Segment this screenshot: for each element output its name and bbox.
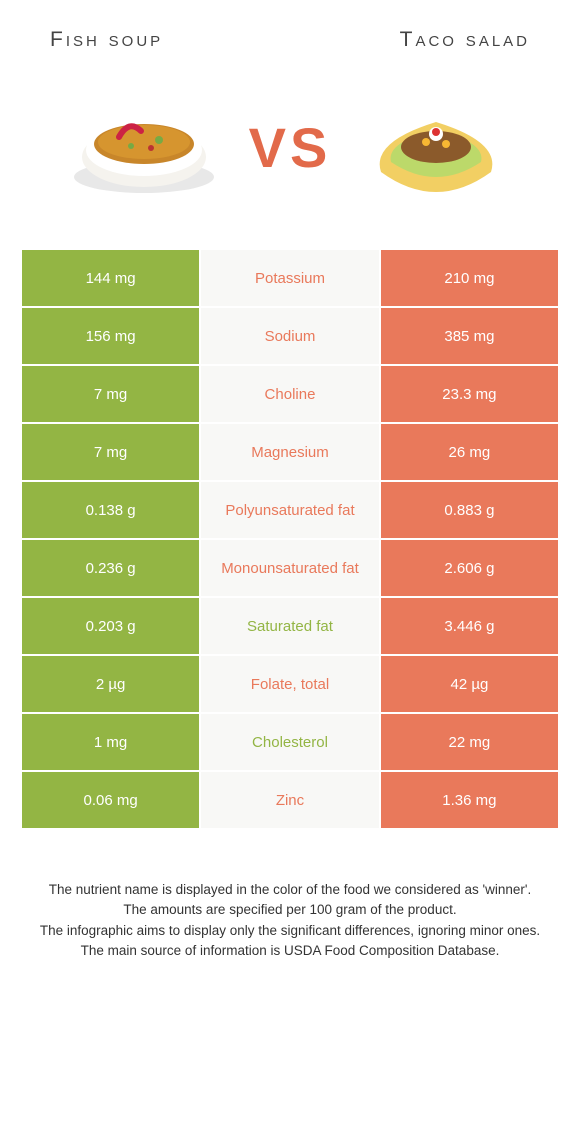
food-title-right: Taco salad <box>400 28 530 52</box>
footer-line: The nutrient name is displayed in the co… <box>30 880 550 900</box>
cell-left: 0.236 g <box>21 539 200 597</box>
cell-left: 156 mg <box>21 307 200 365</box>
food-image-right <box>351 82 521 212</box>
footer-notes: The nutrient name is displayed in the co… <box>30 880 550 961</box>
table-row: 156 mgSodium385 mg <box>21 307 559 365</box>
cell-right: 385 mg <box>380 307 559 365</box>
footer-line: The main source of information is USDA F… <box>30 941 550 961</box>
cell-right: 23.3 mg <box>380 365 559 423</box>
cell-label: Choline <box>200 365 380 423</box>
table-row: 7 mgMagnesium26 mg <box>21 423 559 481</box>
table-row: 144 mgPotassium210 mg <box>21 249 559 307</box>
cell-left: 0.138 g <box>21 481 200 539</box>
cell-label: Zinc <box>200 771 380 829</box>
cell-right: 0.883 g <box>380 481 559 539</box>
table-row: 0.236 gMonounsaturated fat2.606 g <box>21 539 559 597</box>
cell-label: Folate, total <box>200 655 380 713</box>
cell-label: Sodium <box>200 307 380 365</box>
vs-label: VS <box>249 115 332 180</box>
food-image-left <box>59 82 229 212</box>
cell-right: 3.446 g <box>380 597 559 655</box>
footer-line: The infographic aims to display only the… <box>30 921 550 941</box>
cell-left: 144 mg <box>21 249 200 307</box>
table-row: 0.138 gPolyunsaturated fat0.883 g <box>21 481 559 539</box>
cell-label: Saturated fat <box>200 597 380 655</box>
nutrient-table: 144 mgPotassium210 mg156 mgSodium385 mg7… <box>20 248 560 830</box>
cell-right: 42 µg <box>380 655 559 713</box>
table-row: 7 mgCholine23.3 mg <box>21 365 559 423</box>
cell-left: 1 mg <box>21 713 200 771</box>
vs-row: VS <box>0 62 580 248</box>
food-title-left: Fish soup <box>50 28 163 52</box>
cell-right: 2.606 g <box>380 539 559 597</box>
cell-label: Monounsaturated fat <box>200 539 380 597</box>
cell-left: 0.06 mg <box>21 771 200 829</box>
table-row: 0.06 mgZinc1.36 mg <box>21 771 559 829</box>
table-row: 2 µgFolate, total42 µg <box>21 655 559 713</box>
cell-right: 210 mg <box>380 249 559 307</box>
cell-right: 1.36 mg <box>380 771 559 829</box>
cell-right: 26 mg <box>380 423 559 481</box>
cell-label: Cholesterol <box>200 713 380 771</box>
cell-left: 7 mg <box>21 423 200 481</box>
cell-label: Potassium <box>200 249 380 307</box>
header: Fish soup Taco salad <box>0 0 580 62</box>
footer-line: The amounts are specified per 100 gram o… <box>30 900 550 920</box>
cell-label: Polyunsaturated fat <box>200 481 380 539</box>
cell-right: 22 mg <box>380 713 559 771</box>
table-row: 0.203 gSaturated fat3.446 g <box>21 597 559 655</box>
table-row: 1 mgCholesterol22 mg <box>21 713 559 771</box>
cell-left: 0.203 g <box>21 597 200 655</box>
cell-label: Magnesium <box>200 423 380 481</box>
cell-left: 7 mg <box>21 365 200 423</box>
cell-left: 2 µg <box>21 655 200 713</box>
